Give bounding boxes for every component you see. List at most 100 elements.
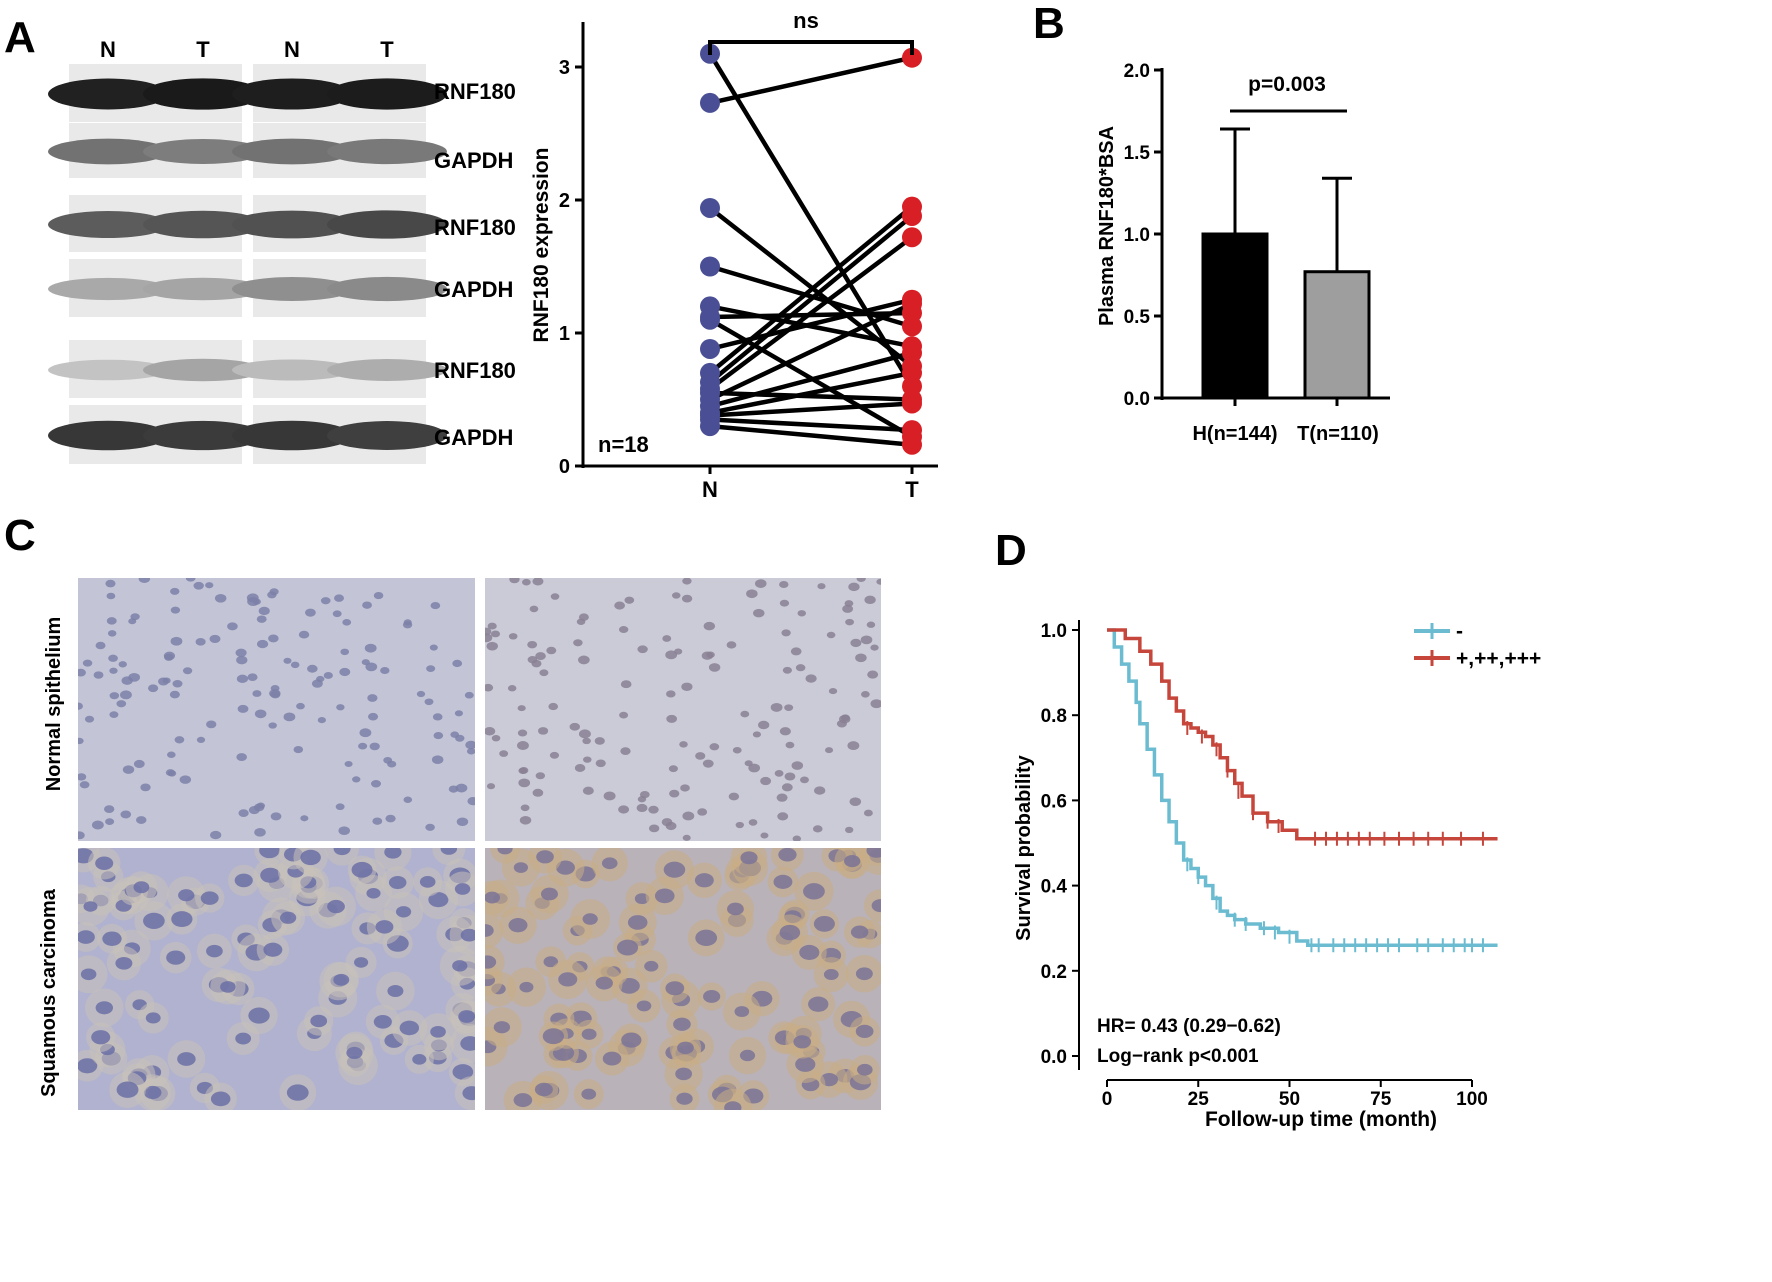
- nucleus: [170, 587, 180, 595]
- blot-band: [232, 138, 352, 165]
- stain-blob: [485, 912, 504, 949]
- nucleus: [78, 1058, 98, 1074]
- nucleus: [145, 1012, 161, 1024]
- nucleus: [779, 924, 801, 941]
- nucleus: [283, 712, 296, 722]
- nucleus: [257, 639, 269, 649]
- km-x-tick-label: 25: [1188, 1089, 1210, 1110]
- nucleus: [118, 661, 127, 668]
- nucleus: [115, 956, 133, 970]
- nucleus: [485, 683, 494, 692]
- pair-line: [708, 214, 914, 384]
- nucleus: [237, 704, 249, 713]
- nucleus: [78, 831, 85, 840]
- nucleus: [618, 805, 630, 814]
- nucleus: [109, 667, 118, 674]
- stain-blob: [325, 848, 359, 866]
- nucleus: [209, 634, 221, 644]
- stain-blob: [713, 1088, 752, 1110]
- nucleus: [867, 670, 879, 679]
- ihc-row-label-normal: Normal spithelium: [43, 617, 65, 791]
- blot-band: [143, 358, 263, 382]
- nucleus: [465, 740, 475, 750]
- nucleus: [458, 1010, 475, 1023]
- nucleus: [839, 714, 851, 724]
- nucleus: [540, 887, 558, 901]
- nucleus: [316, 675, 325, 683]
- nucleus: [602, 1051, 622, 1066]
- nucleus: [637, 645, 648, 654]
- nucleus: [812, 825, 823, 833]
- blot-band: [143, 420, 263, 451]
- nucleus: [666, 690, 676, 698]
- lane-label-t1: T: [196, 37, 210, 62]
- nucleus: [177, 1052, 196, 1066]
- blot-band: [48, 78, 168, 110]
- nucleus: [307, 664, 318, 673]
- nucleus: [270, 684, 280, 692]
- nucleus: [850, 925, 869, 939]
- nucleus: [582, 737, 591, 745]
- nucleus: [760, 776, 772, 786]
- nucleus: [644, 960, 659, 972]
- nucleus: [784, 704, 794, 712]
- nucleus: [709, 743, 720, 751]
- nucleus: [196, 736, 206, 743]
- nucleus: [369, 742, 380, 751]
- point-t: [902, 342, 922, 363]
- nucleus: [518, 778, 531, 788]
- nucleus: [740, 851, 758, 865]
- nucleus: [703, 990, 721, 1003]
- nucleus: [724, 1101, 742, 1110]
- pair-line: [709, 350, 913, 409]
- nucleus: [855, 653, 867, 663]
- km-y-tick-label: 1.0: [1041, 621, 1067, 642]
- nucleus: [778, 848, 797, 862]
- km-y-tick-label: 0.4: [1041, 877, 1068, 898]
- nucleus: [825, 747, 834, 754]
- nucleus: [497, 848, 513, 855]
- nucleus: [323, 672, 333, 679]
- nucleus: [776, 793, 788, 802]
- nucleus: [581, 1088, 597, 1100]
- nucleus: [339, 667, 351, 677]
- nucleus: [543, 956, 559, 968]
- nucleus: [452, 1064, 474, 1080]
- nucleus: [648, 824, 660, 833]
- nucleus: [616, 939, 639, 956]
- nucleus: [527, 640, 538, 649]
- nucleus: [795, 1056, 816, 1072]
- nucleus: [485, 727, 496, 736]
- nucleus: [227, 622, 238, 631]
- nucleus: [373, 1014, 392, 1029]
- nucleus: [675, 1067, 693, 1081]
- nucleus: [797, 610, 807, 617]
- nucleus: [263, 942, 283, 957]
- nucleus: [857, 1063, 873, 1076]
- nucleus: [844, 855, 861, 868]
- nucleus: [122, 765, 135, 774]
- panel-letter-a: A: [4, 13, 36, 62]
- nucleus: [614, 601, 625, 610]
- bar-y-tick-label: 1.0: [1124, 225, 1150, 246]
- nucleus: [578, 613, 589, 621]
- nucleus: [79, 781, 90, 789]
- nucleus: [130, 613, 140, 621]
- ns-label: ns: [793, 8, 819, 33]
- nucleus: [128, 672, 141, 682]
- nucleus: [792, 835, 802, 841]
- nucleus: [509, 578, 520, 584]
- nucleus: [842, 604, 854, 613]
- blot-band: [48, 420, 168, 451]
- nucleus: [78, 737, 84, 745]
- nucleus: [728, 792, 740, 801]
- nucleus: [365, 662, 378, 672]
- nucleus: [95, 641, 106, 650]
- nucleus: [860, 635, 873, 645]
- nucleus: [677, 1041, 694, 1055]
- nucleus: [362, 601, 372, 609]
- nucleus: [847, 741, 860, 751]
- nucleus: [871, 899, 881, 913]
- nucleus: [848, 582, 860, 592]
- nucleus: [460, 928, 475, 942]
